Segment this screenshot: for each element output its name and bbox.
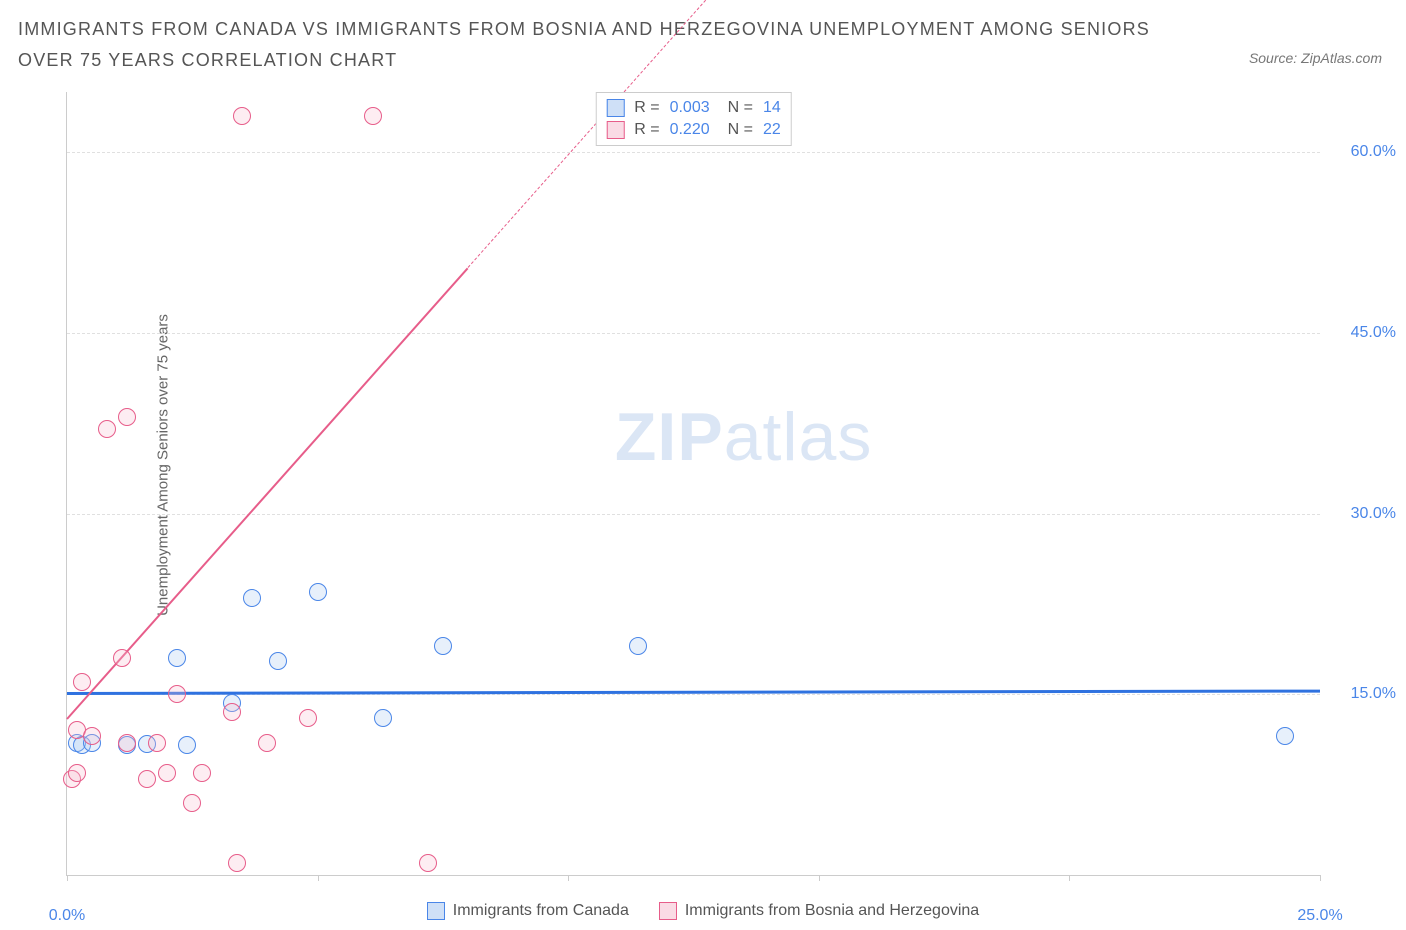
data-point <box>299 709 317 727</box>
data-point <box>178 736 196 754</box>
gridline <box>67 333 1320 334</box>
data-point <box>113 649 131 667</box>
watermark-logo: ZIPatlas <box>615 398 872 476</box>
data-point <box>158 764 176 782</box>
data-point <box>243 589 261 607</box>
stat-n-value: 14 <box>763 99 781 117</box>
legend-swatch <box>606 121 624 139</box>
data-point <box>138 770 156 788</box>
data-point <box>419 854 437 872</box>
legend-swatch <box>606 99 624 117</box>
data-point <box>68 764 86 782</box>
chart-title: IMMIGRANTS FROM CANADA VS IMMIGRANTS FRO… <box>18 14 1186 75</box>
data-point <box>629 637 647 655</box>
gridline <box>67 152 1320 153</box>
data-point <box>168 649 186 667</box>
data-point <box>434 637 452 655</box>
y-tick-label: 60.0% <box>1351 143 1396 161</box>
stat-r-value: 0.220 <box>670 121 710 139</box>
watermark-light: atlas <box>724 399 873 475</box>
stat-n-label: N = <box>728 121 753 139</box>
data-point <box>83 727 101 745</box>
source-attribution: Source: ZipAtlas.com <box>1249 50 1382 66</box>
data-point <box>1276 727 1294 745</box>
watermark-bold: ZIP <box>615 399 724 475</box>
data-point <box>258 734 276 752</box>
y-tick-label: 15.0% <box>1351 685 1396 703</box>
data-point <box>73 673 91 691</box>
x-tick <box>318 875 319 881</box>
chart-plot-area: ZIPatlas R =0.003N =14R =0.220N =22 15.0… <box>66 92 1320 876</box>
stats-legend-row: R = 0.220 N = 22 <box>606 119 781 141</box>
data-point <box>233 107 251 125</box>
legend-label: Immigrants from Bosnia and Herzegovina <box>685 902 979 920</box>
stats-legend-row: R = 0.003 N = 14 <box>606 97 781 119</box>
stat-r-value: 0.003 <box>670 99 710 117</box>
stats-legend: R = 0.003 N = 14 R = 0.220 N = 22 <box>595 92 792 146</box>
x-tick <box>67 875 68 881</box>
data-point <box>309 583 327 601</box>
y-tick-label: 30.0% <box>1351 505 1396 523</box>
legend-label: Immigrants from Canada <box>453 902 629 920</box>
series-legend: Immigrants from Canada Immigrants from Bo… <box>0 902 1406 920</box>
legend-item: Immigrants from Canada <box>427 902 629 920</box>
y-tick-label: 45.0% <box>1351 324 1396 342</box>
data-point <box>118 734 136 752</box>
data-point <box>168 685 186 703</box>
data-point <box>98 420 116 438</box>
data-point <box>148 734 166 752</box>
stat-r-label: R = <box>634 121 659 139</box>
data-point <box>374 709 392 727</box>
stat-n-label: N = <box>728 99 753 117</box>
stat-r-label: R = <box>634 99 659 117</box>
legend-swatch <box>659 902 677 920</box>
data-point <box>228 854 246 872</box>
data-point <box>364 107 382 125</box>
stat-n-value: 22 <box>763 121 781 139</box>
x-tick <box>568 875 569 881</box>
data-point <box>118 408 136 426</box>
x-tick <box>819 875 820 881</box>
data-point <box>269 652 287 670</box>
x-tick <box>1320 875 1321 881</box>
data-point <box>223 703 241 721</box>
gridline <box>67 514 1320 515</box>
x-tick <box>1069 875 1070 881</box>
data-point <box>193 764 211 782</box>
legend-swatch <box>427 902 445 920</box>
data-point <box>183 794 201 812</box>
legend-item: Immigrants from Bosnia and Herzegovina <box>659 902 979 920</box>
